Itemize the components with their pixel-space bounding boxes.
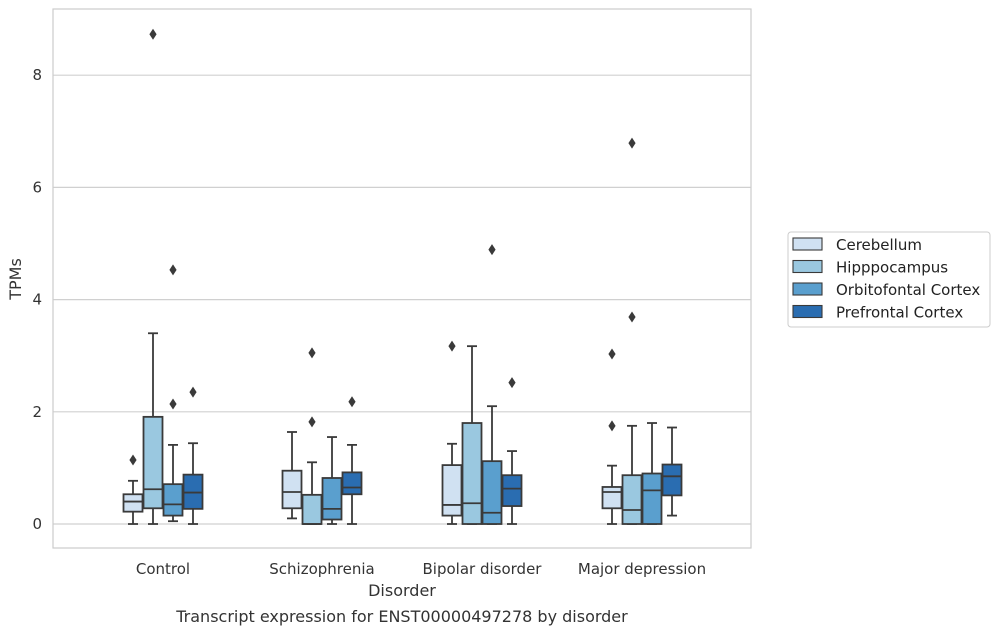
x-axis-title: Disorder [368, 581, 436, 600]
box-body [481, 460, 503, 525]
legend-frame [787, 231, 991, 328]
box-body [301, 493, 323, 525]
outlier-point [488, 244, 496, 256]
box-body [601, 486, 623, 510]
box-body [641, 472, 663, 525]
chart-title: Transcript expression for ENST0000049727… [175, 607, 628, 626]
outlier-point [608, 420, 616, 432]
boxes-layer [122, 28, 683, 525]
legend-swatch [792, 282, 823, 296]
box-0-2 [441, 340, 463, 525]
outlier-point [628, 137, 636, 149]
box-1-3 [621, 137, 643, 525]
box-3-1 [341, 396, 363, 525]
outlier-point [189, 386, 197, 398]
y-tick-label: 0 [32, 515, 42, 533]
box-1-2 [461, 345, 483, 525]
box-2-2 [481, 244, 503, 525]
box-0-1 [281, 431, 303, 520]
y-tick-label: 8 [32, 66, 42, 84]
outlier-point [348, 396, 356, 408]
x-tick-label: Bipolar disorder [423, 560, 543, 578]
box-2-3 [641, 422, 663, 525]
box-2-0 [162, 264, 184, 523]
box-3-3 [661, 426, 683, 517]
box-body [461, 422, 483, 525]
y-tick-label: 4 [32, 291, 42, 309]
outlier-point [628, 311, 636, 323]
box-body [281, 469, 303, 510]
legend-swatch [792, 259, 823, 274]
outlier-point [169, 398, 177, 410]
outlier-point [508, 377, 516, 389]
outlier-point [149, 28, 157, 40]
x-tick-label: Schizophrenia [269, 560, 374, 578]
plot-frame [52, 8, 752, 549]
box-body [122, 493, 144, 513]
box-body [321, 477, 343, 521]
legend-label: Hipppocampus [836, 259, 948, 277]
outlier-point [169, 264, 177, 276]
box-0-3 [601, 348, 623, 525]
box-body [142, 415, 164, 510]
outlier-point [308, 416, 316, 428]
box-body [621, 474, 643, 525]
legend-items: Cerebellum Hipppocampus Orbitofontal Corte… [792, 236, 980, 322]
box-0-0 [122, 454, 144, 525]
box-body [162, 483, 184, 517]
x-tick-label: Major depression [578, 560, 706, 578]
box-body [441, 464, 463, 517]
outlier-point [308, 347, 316, 359]
box-3-2 [501, 377, 523, 525]
box-body [341, 471, 363, 496]
outlier-point [608, 348, 616, 360]
legend-swatch [792, 237, 823, 251]
legend-swatch [792, 304, 823, 319]
x-axis-ticks: Control Schizophrenia Bipolar disorder Majo… [136, 560, 706, 578]
outlier-point [448, 340, 456, 352]
legend-label: Cerebellum [836, 236, 922, 254]
box-1-0 [142, 28, 164, 525]
legend-label: Orbitofontal Cortex [836, 281, 980, 299]
box-2-1 [321, 436, 343, 525]
legend-label: Prefrontal Cortex [836, 304, 963, 322]
y-tick-label: 2 [32, 403, 42, 421]
legend: Cerebellum Hipppocampus Orbitofontal Corte… [787, 231, 991, 328]
y-axis-title: TPMs [6, 258, 25, 301]
y-axis-ticks: 0 2 4 6 8 [32, 66, 42, 533]
y-tick-label: 6 [32, 178, 42, 196]
box-3-0 [182, 386, 204, 525]
x-tick-label: Control [136, 560, 190, 578]
outlier-point [129, 454, 137, 466]
box-1-1 [301, 347, 323, 525]
box-body [661, 463, 683, 497]
box-body [501, 474, 523, 507]
